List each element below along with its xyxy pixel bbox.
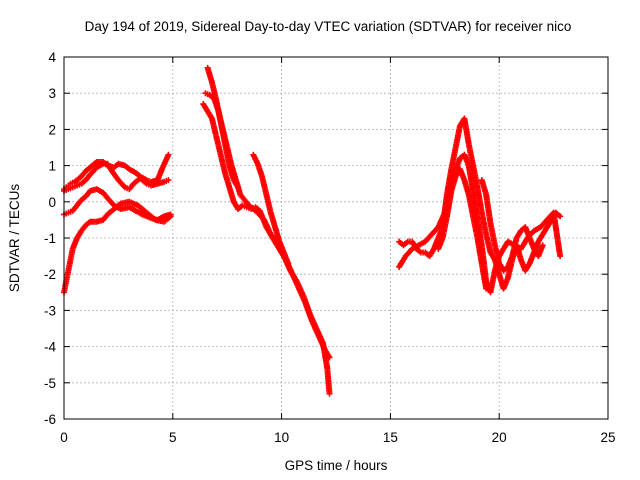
y-tick-label: -6 [44, 412, 56, 427]
data-point [235, 184, 242, 191]
y-tick-label: -5 [44, 376, 56, 391]
data-point [165, 151, 172, 158]
data-point [165, 177, 172, 184]
y-tick-label: 4 [48, 50, 56, 65]
data-point [326, 354, 333, 361]
y-axis-label: SDTVAR / TECUs [7, 184, 22, 293]
y-tick-label: -3 [44, 303, 56, 318]
series-arc-3b [396, 151, 564, 296]
data-point [483, 285, 490, 292]
y-tick-label: -1 [44, 231, 56, 246]
series-arc-2b [200, 101, 333, 361]
y-tick-label: 1 [48, 159, 56, 174]
grid [64, 57, 608, 419]
y-tick-label: 0 [48, 195, 56, 210]
y-tick-label: -4 [44, 340, 56, 355]
data-point [167, 213, 174, 220]
series-arc-2c [204, 64, 242, 191]
x-axis-label: GPS time / hours [285, 458, 388, 473]
data-point [285, 260, 292, 267]
x-tick-label: 5 [169, 430, 177, 445]
data-point [557, 253, 564, 260]
x-tick-label: 15 [383, 430, 398, 445]
series-arc-3c [435, 166, 490, 292]
plot-frame [63, 56, 609, 420]
data-point [326, 390, 333, 397]
y-tick-label: 2 [48, 122, 56, 137]
series-arc-2d [250, 151, 292, 267]
data-point [557, 213, 564, 220]
series-arc-1d [61, 198, 174, 296]
x-tick-label: 20 [492, 430, 507, 445]
data-point [539, 242, 546, 249]
y-tick-label: -2 [44, 267, 56, 282]
chart-title: Day 194 of 2019, Sidereal Day-to-day VTE… [85, 19, 572, 34]
y-tick-label: 3 [48, 86, 56, 101]
x-tick-label: 25 [600, 430, 615, 445]
series-arc-3d [478, 177, 546, 274]
series-arc-1b [61, 160, 172, 194]
data-points [61, 64, 564, 397]
x-tick-label: 10 [274, 430, 289, 445]
x-tick-label: 0 [60, 430, 68, 445]
